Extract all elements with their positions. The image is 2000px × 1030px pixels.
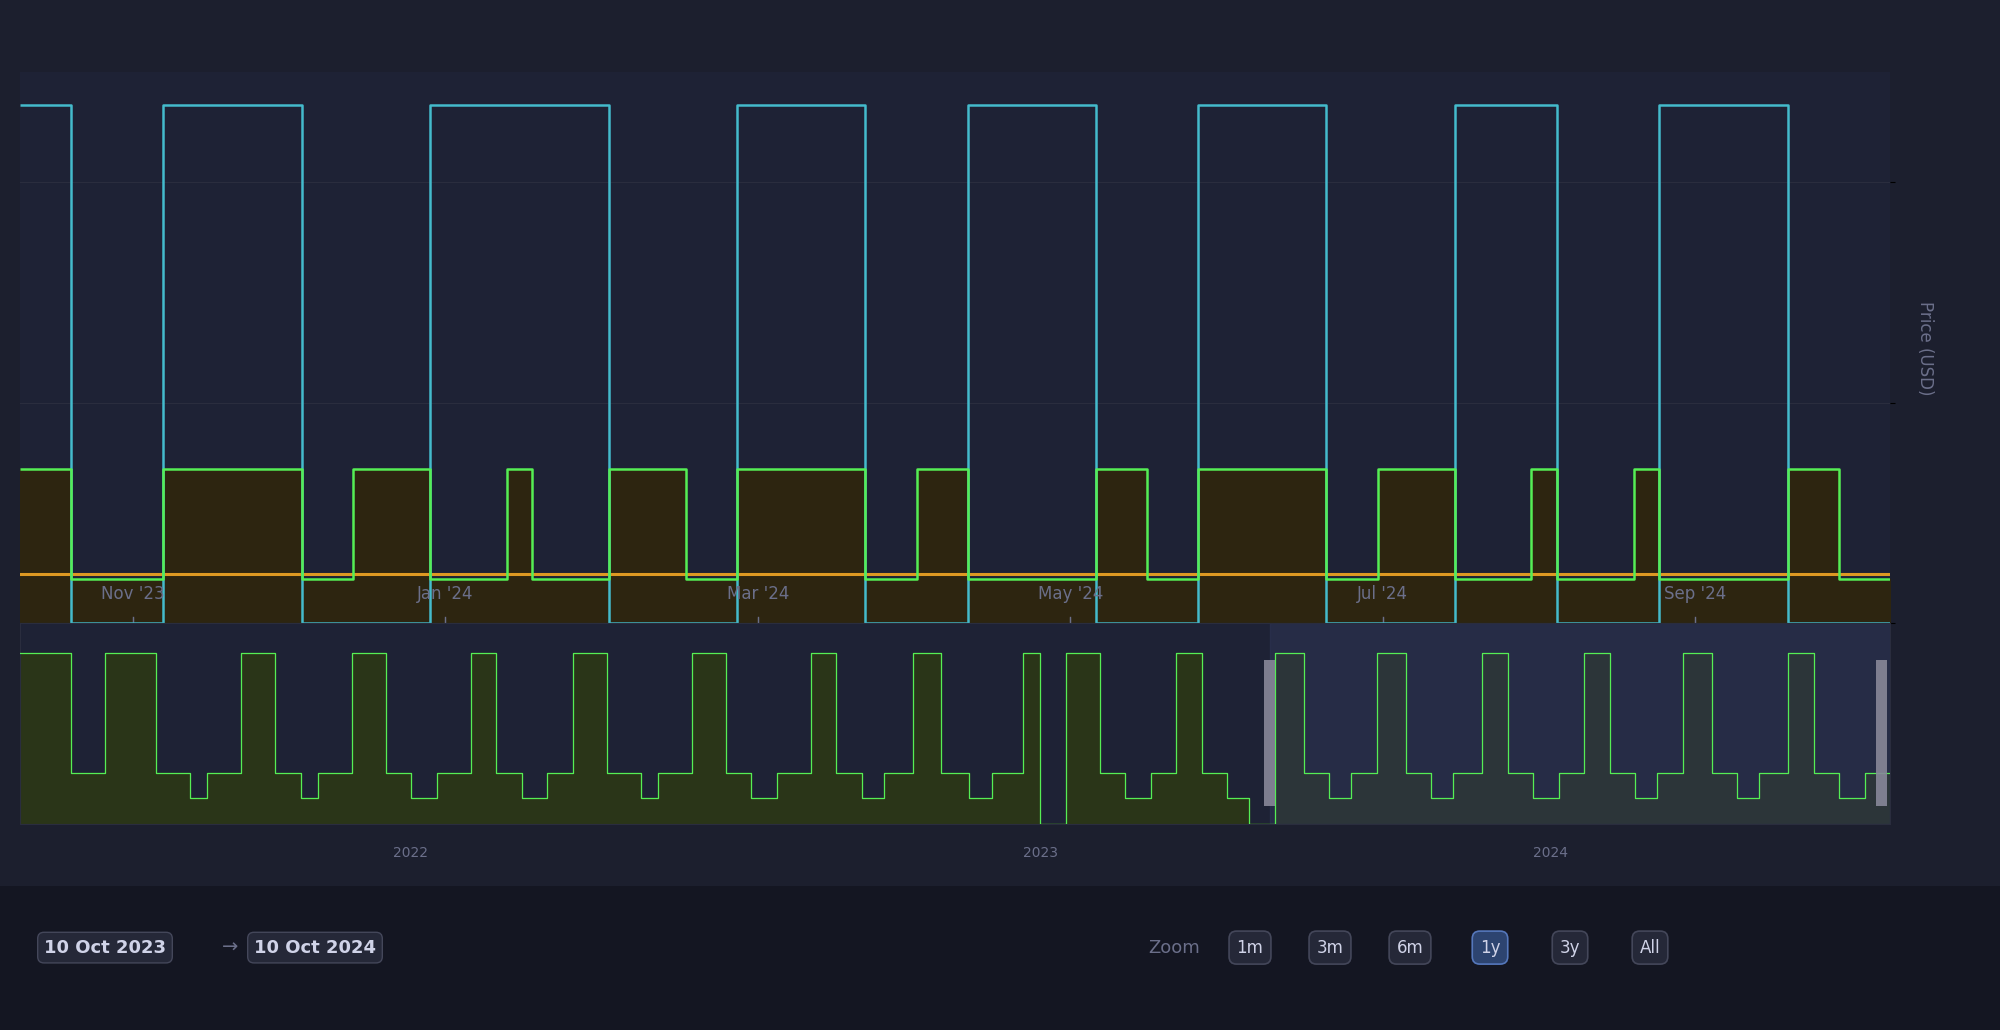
Bar: [1264, 660, 1274, 805]
Text: 10 Oct 2023: 10 Oct 2023: [44, 938, 166, 957]
Text: Nov '23: Nov '23: [100, 585, 164, 603]
Legend: Best Price, Best Regular Price, W̶o̶r̶s̶t̶ ̶R̶e̶g̶u̶l̶a̶r̶ ̶P̶r̶i̶c̶e̶, Historic: Best Price, Best Regular Price, W̶o̶r̶s̶…: [12, 0, 1092, 2]
Text: 2024: 2024: [1532, 846, 1568, 860]
Text: 3m: 3m: [1316, 938, 1344, 957]
Text: Jan '24: Jan '24: [416, 585, 474, 603]
Text: All: All: [1640, 938, 1660, 957]
Text: May '24: May '24: [1038, 585, 1102, 603]
Text: 1m: 1m: [1236, 938, 1264, 957]
Text: 3y: 3y: [1560, 938, 1580, 957]
Bar: [1876, 660, 1886, 805]
Bar: [1270, 623, 1890, 824]
Text: Sep '24: Sep '24: [1664, 585, 1726, 603]
Text: 2022: 2022: [394, 846, 428, 860]
Text: Zoom: Zoom: [1148, 938, 1200, 957]
Y-axis label: Price (USD): Price (USD): [1916, 301, 1934, 396]
Text: →: →: [222, 938, 238, 957]
Text: 6m: 6m: [1396, 938, 1424, 957]
Text: 10 Oct 2024: 10 Oct 2024: [254, 938, 376, 957]
Text: 1y: 1y: [1480, 938, 1500, 957]
Text: Jul '24: Jul '24: [1358, 585, 1408, 603]
Text: 2023: 2023: [1022, 846, 1058, 860]
Text: Mar '24: Mar '24: [726, 585, 788, 603]
